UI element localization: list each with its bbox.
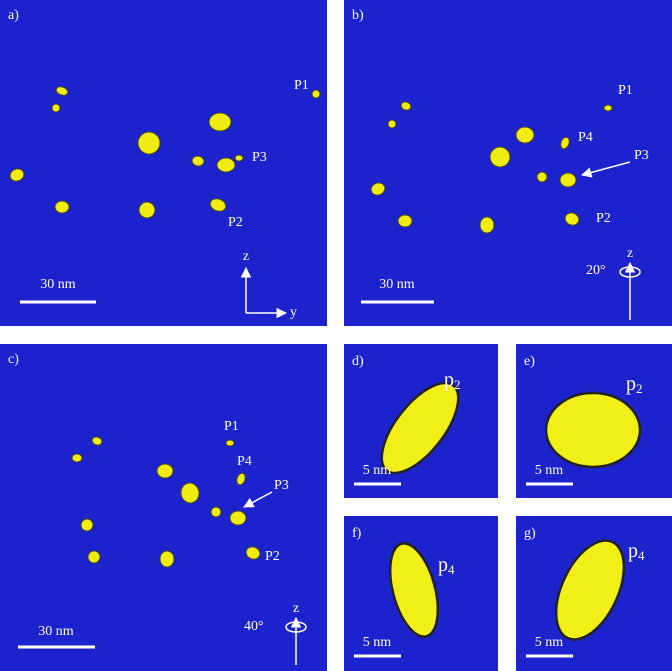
particle: [71, 453, 83, 463]
panel-label: a): [8, 8, 19, 23]
particle-label: P4: [237, 454, 252, 469]
axis-label: z: [243, 249, 249, 264]
particle-label: P1: [618, 83, 633, 98]
particle: [9, 168, 25, 182]
panel-c: [0, 344, 327, 671]
axis-label: z: [293, 601, 299, 616]
particle: [54, 200, 70, 214]
particle: [370, 182, 386, 196]
particle: [210, 506, 222, 518]
particle: [479, 216, 495, 234]
panel-label: g): [524, 526, 536, 541]
rotation-label: 40°: [244, 619, 264, 634]
label-sub: 2: [636, 381, 643, 396]
particle: [559, 172, 577, 188]
particle: [208, 112, 232, 132]
particle-label: p2: [444, 369, 461, 392]
scale-label: 5 nm: [535, 463, 564, 478]
particles: [9, 86, 642, 641]
scale-label: 5 nm: [363, 635, 392, 650]
particle: [560, 136, 570, 150]
particle: [87, 550, 101, 564]
particle: [55, 86, 69, 96]
particle-label: P2: [265, 549, 280, 564]
particle: [51, 103, 61, 113]
particle-label: p4: [438, 554, 455, 577]
panel-label: c): [8, 352, 19, 367]
particle: [544, 391, 642, 469]
rotation-arrow: [285, 621, 307, 633]
rotation-arrow: [619, 266, 641, 278]
particle: [234, 154, 244, 162]
particle: [536, 171, 548, 183]
scale-label: 30 nm: [379, 277, 415, 292]
panel-a: [0, 0, 327, 326]
particle: [209, 198, 227, 212]
scale-label: 5 nm: [363, 463, 392, 478]
particle-label: P1: [224, 419, 239, 434]
particle: [159, 550, 175, 568]
axis-label: z: [627, 246, 633, 261]
panel-label: d): [352, 354, 364, 369]
scale-label: 30 nm: [38, 624, 74, 639]
particle: [564, 212, 580, 226]
axis-label: y: [290, 305, 297, 320]
particle: [489, 146, 511, 168]
particle: [225, 439, 235, 447]
panel-label: f): [352, 526, 362, 541]
particle: [80, 518, 94, 532]
label-sub: 4: [448, 562, 455, 577]
panel-label: e): [524, 354, 535, 369]
label-sub: 4: [638, 548, 645, 563]
particle: [380, 381, 460, 475]
scale-label: 5 nm: [535, 635, 564, 650]
particle: [397, 214, 413, 228]
pointer-arrow: [580, 161, 631, 178]
particle: [245, 546, 261, 560]
particle: [515, 126, 535, 144]
particle-label: P4: [578, 130, 593, 145]
rotation-label: 20°: [586, 263, 606, 278]
label-main: p: [628, 540, 638, 562]
label-main: p: [438, 554, 448, 576]
particle: [400, 101, 412, 111]
particle: [603, 104, 613, 112]
particle: [138, 201, 156, 219]
particle: [311, 89, 321, 99]
particle: [216, 157, 236, 173]
particle-label: P3: [274, 478, 289, 493]
particle-label: p2: [626, 373, 643, 396]
label-main: p: [444, 369, 454, 391]
particle: [229, 510, 247, 526]
pointer-arrow: [243, 491, 273, 508]
label-sub: 2: [454, 377, 461, 392]
particle: [137, 131, 161, 155]
particle-label: P3: [634, 148, 649, 163]
particle: [180, 482, 200, 504]
particle: [388, 542, 440, 638]
particle: [387, 119, 397, 129]
particle: [91, 436, 103, 446]
particle: [156, 463, 174, 479]
particle-label: P1: [294, 78, 309, 93]
particle-label: P2: [596, 211, 611, 226]
scale-label: 30 nm: [40, 277, 76, 292]
label-main: p: [626, 373, 636, 395]
particle: [554, 539, 626, 641]
particle: [236, 472, 246, 486]
particle-label: P2: [228, 215, 243, 230]
particle: [191, 155, 205, 167]
panel-label: b): [352, 8, 364, 23]
particle-label: p4: [628, 540, 645, 563]
particle-label: P3: [252, 150, 267, 165]
